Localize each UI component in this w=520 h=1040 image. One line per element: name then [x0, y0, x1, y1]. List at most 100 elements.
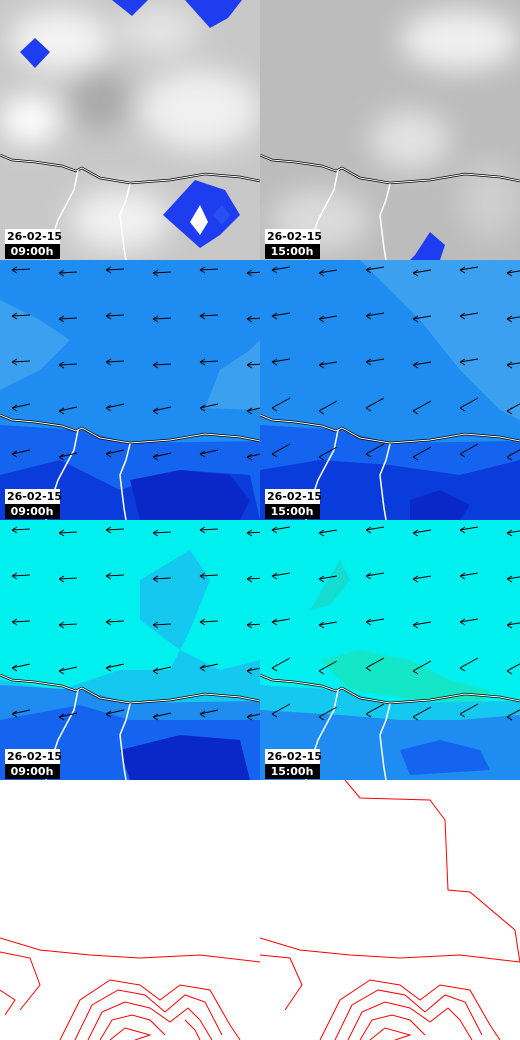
- date-box: [265, 229, 320, 244]
- wind-arrow: [58, 406, 78, 415]
- wind-arrow: [506, 621, 520, 629]
- wind-arrow: [246, 361, 260, 369]
- wind-arrow: [105, 572, 125, 580]
- wind-arrow: [58, 361, 78, 369]
- wind-arrow: [152, 575, 172, 583]
- wind-arrow: [412, 529, 432, 537]
- date-box: [265, 749, 320, 764]
- wind-arrow: [152, 621, 172, 629]
- wind-arrow: [105, 312, 125, 320]
- date-box: [5, 489, 60, 504]
- wind-arrow: [199, 526, 219, 534]
- wind-arrow: [11, 403, 31, 412]
- wind-arrow: [459, 443, 479, 458]
- time-box: [5, 504, 60, 519]
- time-box: [265, 244, 320, 259]
- wind-arrow: [152, 406, 172, 415]
- wind-arrow: [105, 403, 125, 412]
- wind-arrow: [246, 315, 260, 323]
- contour-panel-left: [0, 937, 260, 1040]
- cloud-panel-right: [260, 0, 520, 260]
- wind-arrow: [152, 666, 172, 675]
- wind-arrow: [199, 403, 219, 412]
- wind-arrow: [11, 618, 31, 626]
- date-label: 26-02-15: [267, 750, 322, 763]
- wind-arrow: [318, 315, 338, 323]
- wind-arrow: [152, 361, 172, 369]
- wind-arrow: [365, 358, 385, 366]
- wind-arrow: [246, 407, 260, 415]
- wind-arrow: [318, 621, 338, 629]
- wind-arrow: [459, 312, 479, 320]
- wind-arrow: [58, 529, 78, 537]
- wind-arrow: [459, 397, 479, 412]
- wind-arrow: [318, 660, 338, 675]
- wind-arrow: [11, 358, 31, 366]
- wind-arrow: [271, 443, 291, 458]
- time-label: 15:00h: [271, 765, 314, 778]
- wind-arrow: [11, 709, 31, 718]
- time-box: [265, 504, 320, 519]
- wind-arrow: [318, 529, 338, 537]
- wind-arrow: [58, 666, 78, 675]
- wind-arrow: [11, 312, 31, 320]
- gust-panel-left: [0, 520, 260, 780]
- wind-arrow: [199, 663, 219, 672]
- wind-arrow: [459, 358, 479, 366]
- time-box: [265, 764, 320, 779]
- wind-arrow: [271, 312, 291, 320]
- wind-arrow: [365, 266, 385, 274]
- gust-panel-right: [260, 520, 520, 780]
- wind-arrow: [506, 361, 520, 369]
- time-label: 09:00h: [11, 505, 54, 518]
- wind-arrow: [271, 266, 291, 274]
- wind-arrow: [506, 663, 520, 675]
- wind-arrow: [459, 572, 479, 580]
- wind-arrow: [199, 312, 219, 320]
- wind-arrow: [11, 572, 31, 580]
- wind-arrow: [318, 361, 338, 369]
- wind-arrow: [459, 618, 479, 626]
- time-label: 09:00h: [11, 765, 54, 778]
- wind-arrow: [365, 703, 385, 718]
- wind-arrow: [152, 269, 172, 277]
- wind-arrow: [506, 449, 520, 461]
- wind-arrow: [246, 667, 260, 675]
- wind-arrow: [246, 575, 260, 583]
- date-box: [5, 749, 60, 764]
- wind-arrow: [199, 358, 219, 366]
- date-label: 26-02-15: [7, 230, 62, 243]
- wind-arrow: [58, 575, 78, 583]
- wind-arrow: [246, 269, 260, 277]
- wind-arrow: [271, 572, 291, 580]
- wind-arrow: [318, 575, 338, 583]
- wind-arrow: [58, 315, 78, 323]
- wind-arrow: [105, 266, 125, 274]
- wind-arrow: [105, 358, 125, 366]
- wind-arrow: [152, 452, 172, 461]
- wind-arrow: [412, 575, 432, 583]
- wind-arrow: [271, 618, 291, 626]
- wind-arrow: [105, 709, 125, 718]
- wind-arrow: [271, 358, 291, 366]
- wind-arrow: [152, 529, 172, 537]
- date-box: [5, 229, 60, 244]
- wind-arrow: [11, 266, 31, 274]
- wind-arrow: [459, 703, 479, 718]
- wind-arrow: [246, 453, 260, 461]
- time-label: 15:00h: [271, 505, 314, 518]
- wind-arrow: [412, 621, 432, 629]
- wind-arrow: [459, 657, 479, 672]
- wind-arrow: [412, 269, 432, 277]
- wind-arrow: [506, 575, 520, 583]
- wind-arrow: [246, 529, 260, 537]
- wind-arrow: [365, 618, 385, 626]
- wind-arrow: [459, 526, 479, 534]
- wind-arrow: [506, 709, 520, 721]
- wind-arrow: [365, 526, 385, 534]
- wind-arrow: [459, 266, 479, 274]
- wind-panel-right: [260, 260, 520, 520]
- wind-arrow: [365, 443, 385, 458]
- wind-arrow: [365, 657, 385, 672]
- wind-arrow: [365, 572, 385, 580]
